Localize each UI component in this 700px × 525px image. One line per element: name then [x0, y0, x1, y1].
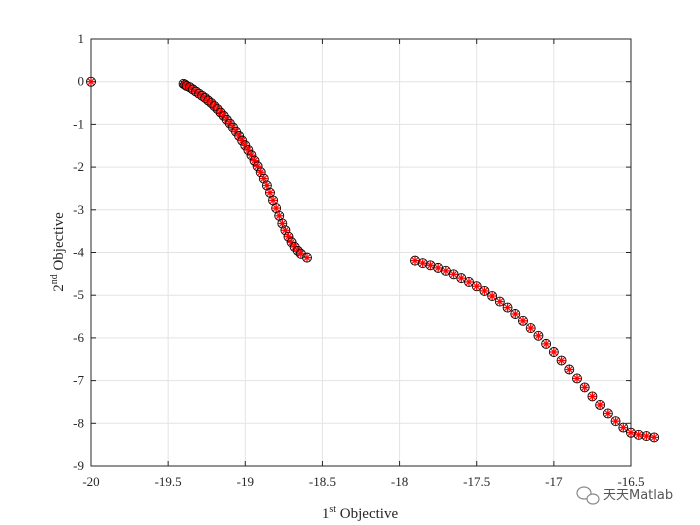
x-tick-labels: -20 -19.5 -19 -18.5 -18 -17.5 -17 -16.5 [82, 474, 644, 489]
y-tick-label: -1 [73, 116, 84, 131]
data-point [479, 285, 490, 296]
data-point [564, 364, 575, 375]
y-axis-title: 2nd Objective [49, 212, 67, 292]
data-point [302, 252, 312, 263]
data-point [249, 155, 260, 166]
data-point [471, 281, 482, 292]
data-point [252, 161, 263, 172]
data-point [464, 277, 474, 287]
y-tick-label: -4 [73, 245, 84, 260]
y-tick-label: -7 [73, 373, 84, 388]
data-point [502, 302, 513, 313]
y-tick-label: -6 [73, 330, 84, 345]
y-tick-label: -9 [73, 458, 84, 473]
x-axis-title: 1st Objective [322, 504, 399, 522]
y-tick-label: 0 [78, 74, 85, 89]
data-point [541, 338, 552, 349]
data-point [556, 355, 567, 366]
data-point [448, 269, 459, 280]
data-point [433, 262, 444, 273]
data-point [572, 373, 582, 384]
wechat-icon [576, 486, 600, 505]
x-tick-label: -16.5 [617, 474, 644, 489]
data-points [86, 76, 660, 443]
y-tick-label: -2 [73, 159, 84, 174]
data-point [587, 391, 598, 402]
data-point [649, 432, 660, 443]
data-point [518, 315, 528, 326]
data-point [246, 150, 257, 161]
data-point [425, 260, 436, 271]
x-tick-label: -18 [391, 474, 408, 489]
data-point [641, 431, 652, 442]
x-tick-label: -17.5 [463, 474, 490, 489]
data-point [456, 273, 467, 284]
data-point [417, 258, 428, 269]
data-point [494, 296, 505, 307]
data-point [261, 180, 272, 191]
data-point [283, 231, 294, 242]
y-tick-labels: 1 0 -1 -2 -3 -4 -5 -6 -7 -8 -9 [73, 31, 84, 473]
x-tick-label: -20 [82, 474, 99, 489]
grid-lines [90, 38, 632, 467]
data-point [618, 422, 629, 433]
y-tick-label: -3 [73, 202, 84, 217]
x-tick-label: -17 [545, 474, 563, 489]
data-point [595, 399, 606, 410]
data-point [487, 291, 498, 302]
y-tick-label: -5 [73, 287, 84, 302]
x-tick-label: -18.5 [309, 474, 336, 489]
data-point [86, 76, 96, 87]
data-point [265, 187, 275, 198]
data-point [548, 347, 559, 357]
data-point [258, 173, 269, 184]
data-point [610, 416, 621, 427]
watermark: 天天Matlab [576, 486, 673, 505]
y-tick-label: 1 [78, 31, 85, 46]
data-point [626, 427, 636, 438]
data-point [602, 408, 613, 419]
y-tick-label: -8 [73, 415, 84, 430]
x-tick-label: -19 [237, 474, 254, 489]
data-point [579, 382, 590, 393]
data-point [525, 323, 536, 334]
data-point [410, 255, 420, 266]
data-point [268, 195, 279, 206]
x-tick-label: -19.5 [155, 474, 182, 489]
data-point [533, 330, 544, 341]
watermark-text: 天天Matlab [603, 488, 673, 503]
data-point [510, 309, 521, 319]
data-point [633, 429, 644, 440]
